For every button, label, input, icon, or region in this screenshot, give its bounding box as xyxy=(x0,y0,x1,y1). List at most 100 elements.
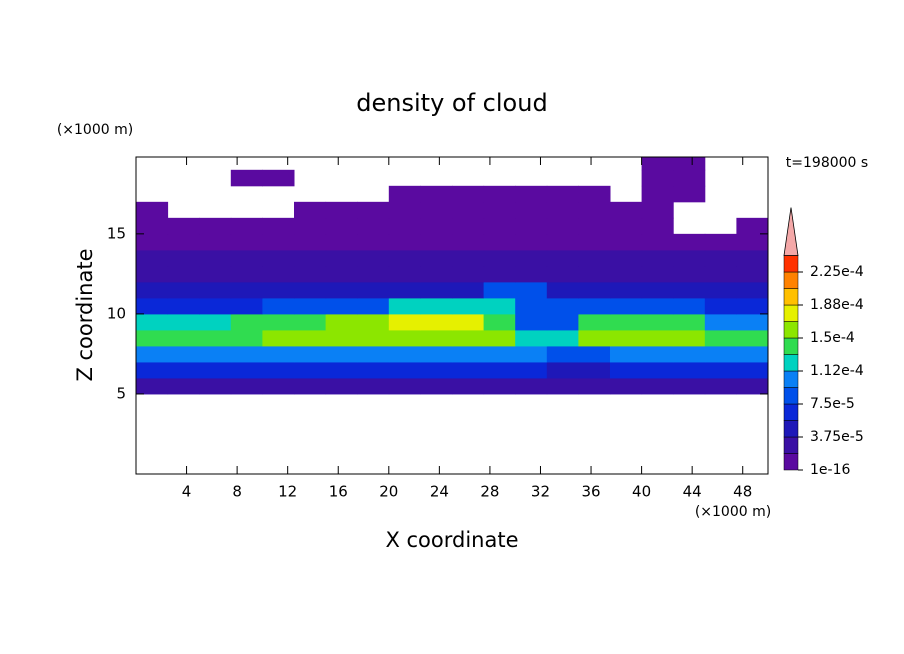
contour-cell xyxy=(546,185,579,203)
contour-cell xyxy=(641,297,674,315)
colorbar-tick-label: 1.12e-4 xyxy=(810,363,864,379)
contour-cell xyxy=(420,281,453,299)
contour-cell xyxy=(546,233,579,251)
x-unit: (×1000 m) xyxy=(695,504,771,520)
annotation: t=198000 s xyxy=(786,155,868,171)
contour-cell xyxy=(230,329,263,347)
contour-cell xyxy=(546,377,579,395)
contour-cell xyxy=(641,281,674,299)
contour-cell xyxy=(357,217,390,235)
contour-cell xyxy=(736,377,768,395)
contour-cell xyxy=(483,233,516,251)
contour-cell xyxy=(388,233,421,251)
contour-cell xyxy=(357,265,390,283)
contour-cell xyxy=(515,217,548,235)
contour-cell xyxy=(452,297,485,315)
contour-cell xyxy=(388,345,421,363)
contour-cell xyxy=(578,265,611,283)
contour-cell xyxy=(167,217,200,235)
contour-cell xyxy=(704,281,737,299)
contour-cell xyxy=(546,201,579,219)
contour-cell xyxy=(452,329,485,347)
contour-cell xyxy=(388,377,421,395)
contour-cell xyxy=(673,313,706,331)
contour-cell xyxy=(420,249,453,267)
contour-cell xyxy=(262,313,295,331)
colorbar-band xyxy=(783,387,799,405)
contour-cell xyxy=(420,377,453,395)
colorbar-tick-label: 1e-16 xyxy=(810,462,850,478)
colorbar-band xyxy=(783,255,799,273)
contour-cell xyxy=(515,249,548,267)
contour-cell xyxy=(230,297,263,315)
contour-cell xyxy=(483,329,516,347)
contour-field xyxy=(136,157,768,395)
contour-cell xyxy=(199,233,232,251)
contour-cell xyxy=(673,157,706,171)
contour-cell xyxy=(262,217,295,235)
colorbar-overflow xyxy=(783,207,799,256)
contour-cell xyxy=(704,361,737,379)
contour-cell xyxy=(420,233,453,251)
contour-cell xyxy=(641,361,674,379)
contour-cell xyxy=(388,313,421,331)
contour-cell xyxy=(167,329,200,347)
contour-cell xyxy=(262,329,295,347)
contour-cell xyxy=(483,281,516,299)
colorbar-tick-label: 2.25e-4 xyxy=(810,264,864,280)
contour-cell xyxy=(452,265,485,283)
contour-cell xyxy=(546,249,579,267)
x-tick-label: 44 xyxy=(683,483,702,501)
contour-cell xyxy=(610,313,643,331)
contour-cell xyxy=(578,249,611,267)
contour-cell xyxy=(230,281,263,299)
contour-cell xyxy=(199,281,232,299)
plot-frame xyxy=(135,156,769,475)
contour-cell xyxy=(515,313,548,331)
contour-cell xyxy=(294,233,327,251)
contour-cell xyxy=(673,185,706,203)
contour-cell xyxy=(452,377,485,395)
contour-cell xyxy=(136,377,169,395)
contour-cell xyxy=(736,233,768,251)
contour-cell xyxy=(515,345,548,363)
contour-cell xyxy=(483,361,516,379)
contour-cell xyxy=(199,217,232,235)
contour-cell xyxy=(230,345,263,363)
y-tick-label: 5 xyxy=(116,384,126,402)
contour-cell xyxy=(610,281,643,299)
contour-cell xyxy=(673,265,706,283)
contour-cell xyxy=(420,265,453,283)
contour-cell xyxy=(515,377,548,395)
contour-cell xyxy=(515,233,548,251)
contour-cell xyxy=(357,329,390,347)
colorbar-band xyxy=(783,354,799,372)
contour-cell xyxy=(167,281,200,299)
contour-cell xyxy=(610,361,643,379)
contour-cell xyxy=(736,313,768,331)
contour-cell xyxy=(483,313,516,331)
contour-cell xyxy=(578,297,611,315)
contour-cell xyxy=(578,361,611,379)
contour-cell xyxy=(294,217,327,235)
contour-cell xyxy=(483,297,516,315)
colorbar-band xyxy=(783,403,799,421)
contour-cell xyxy=(420,313,453,331)
contour-cell xyxy=(546,361,579,379)
contour-cell xyxy=(641,217,674,235)
contour-cell xyxy=(736,217,768,235)
contour-cell xyxy=(546,281,579,299)
contour-cell xyxy=(546,217,579,235)
contour-cell xyxy=(262,297,295,315)
contour-cell xyxy=(546,329,579,347)
contour-cell xyxy=(578,185,611,203)
contour-cell xyxy=(641,265,674,283)
contour-cell xyxy=(610,217,643,235)
contour-cell xyxy=(294,265,327,283)
contour-cell xyxy=(483,201,516,219)
contour-cell xyxy=(388,185,421,203)
contour-cell xyxy=(136,249,169,267)
contour-cell xyxy=(262,169,295,187)
contour-cell xyxy=(483,377,516,395)
contour-cell xyxy=(325,345,358,363)
